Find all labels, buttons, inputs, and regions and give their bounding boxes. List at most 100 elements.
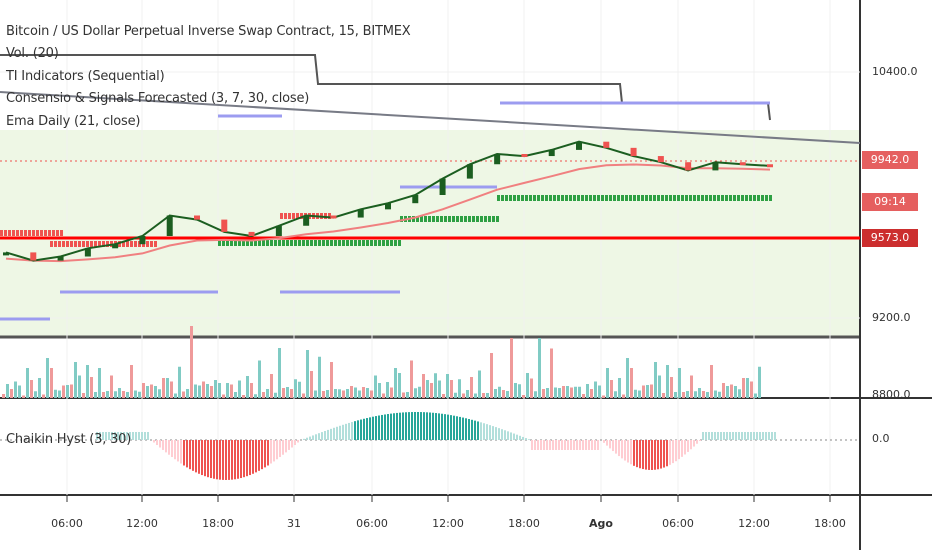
signal-dot	[246, 240, 249, 246]
signal-dot	[761, 195, 764, 201]
oscillator-bar	[549, 440, 551, 450]
volume-bar	[474, 393, 477, 398]
oscillator-bar	[648, 440, 650, 470]
signal-dot	[505, 195, 508, 201]
signal-dot	[701, 195, 704, 201]
oscillator-bar	[102, 432, 104, 440]
oscillator-bar	[579, 440, 581, 450]
volume-bar	[454, 392, 457, 398]
candle	[548, 149, 555, 157]
red-dot	[4, 230, 7, 236]
candle	[330, 215, 337, 219]
volume-label-8800: 8800.0	[872, 388, 911, 401]
signal-dot	[420, 216, 423, 222]
oscillator-bar	[336, 426, 338, 440]
signal-dot	[741, 195, 744, 201]
red-dot	[0, 230, 3, 236]
oscillator-bar	[708, 432, 710, 440]
oscillator-bar	[123, 432, 125, 440]
signal-dot	[278, 240, 281, 246]
oscillator-bar	[135, 432, 137, 440]
signal-dot	[589, 195, 592, 201]
oscillator-bar	[573, 440, 575, 450]
volume-bar	[346, 389, 349, 398]
volume-bar	[214, 380, 217, 398]
oscillator-bar	[204, 440, 206, 477]
signal-dot	[492, 216, 495, 222]
oscillator-bar	[411, 412, 413, 440]
oscillator-bar	[297, 440, 299, 443]
time-label: 18:00	[202, 517, 234, 530]
signal-dot	[561, 195, 564, 201]
oscillator-bar	[555, 440, 557, 450]
volume-bar	[130, 365, 133, 398]
oscillator-bar	[159, 440, 161, 448]
signal-dot	[358, 240, 361, 246]
red-dot	[28, 230, 31, 236]
volume-bar	[226, 383, 229, 398]
oscillator-bar	[681, 440, 683, 457]
red-dot	[134, 241, 137, 247]
volume-bar	[22, 395, 25, 398]
volume-bar	[102, 392, 105, 398]
red-dot	[98, 241, 101, 247]
oscillator-bar	[729, 432, 731, 440]
oscillator-bar	[585, 440, 587, 450]
oscillator-bar	[354, 421, 356, 440]
oscillator-bar	[705, 432, 707, 440]
oscillator-bar	[417, 412, 419, 440]
oscillator-bar	[342, 424, 344, 440]
oscillator-bar	[387, 414, 389, 440]
oscillator-bar	[477, 421, 479, 440]
volume-bar	[18, 385, 21, 398]
oscillator-bar	[531, 440, 533, 450]
oscillator-bar	[732, 432, 734, 440]
oscillator-bar	[246, 440, 248, 477]
volume-bar	[694, 391, 697, 398]
oscillator-bar	[126, 432, 128, 440]
red-dot	[54, 241, 57, 247]
oscillator-bar	[270, 440, 272, 464]
signal-dot	[390, 240, 393, 246]
time-label: 06:00	[662, 517, 694, 530]
volume-legend[interactable]: Vol. (20)	[6, 46, 59, 61]
oscillator-bar	[201, 440, 203, 476]
volume-bar	[478, 370, 481, 398]
oscillator-bar	[612, 440, 614, 452]
price-label-10400: 10400.0	[872, 65, 918, 78]
volume-bar	[202, 381, 205, 398]
chaikin-legend[interactable]: Chaikin Hyst (3, 30)	[6, 432, 132, 447]
oscillator-bar	[339, 425, 341, 440]
consensio-legend[interactable]: Consensio & Signals Forecasted (3, 7, 30…	[6, 91, 310, 106]
oscillator-bar	[561, 440, 563, 450]
candle	[357, 209, 364, 218]
volume-bar	[326, 390, 329, 398]
volume-bar	[758, 366, 761, 398]
ema-legend[interactable]: Ema Daily (21, close)	[6, 114, 141, 129]
symbol-legend[interactable]: Bitcoin / US Dollar Perpetual Inverse Sw…	[6, 24, 411, 39]
oscillator-bar	[195, 440, 197, 473]
candle	[275, 225, 282, 236]
signal-dot	[326, 240, 329, 246]
signal-dot	[374, 240, 377, 246]
volume-bar	[74, 362, 77, 398]
oscillator-bar	[429, 412, 431, 440]
oscillator-bar	[552, 440, 554, 450]
signal-dot	[222, 240, 225, 246]
signal-dot	[254, 240, 257, 246]
volume-bar	[746, 378, 749, 398]
oscillator-bar	[420, 412, 422, 440]
signal-dot	[318, 240, 321, 246]
volume-bar	[262, 392, 265, 398]
oscillator-bar	[462, 417, 464, 440]
oscillator-bar	[726, 432, 728, 440]
oscillator-bar	[186, 440, 188, 468]
oscillator-bar	[627, 440, 629, 463]
td-legend[interactable]: TI Indicators (Sequential)	[6, 69, 165, 84]
oscillator-bar	[375, 416, 377, 440]
signal-dot	[334, 240, 337, 246]
oscillator-bar	[510, 432, 512, 440]
volume-bar	[338, 389, 341, 398]
volume-bar	[146, 386, 149, 398]
